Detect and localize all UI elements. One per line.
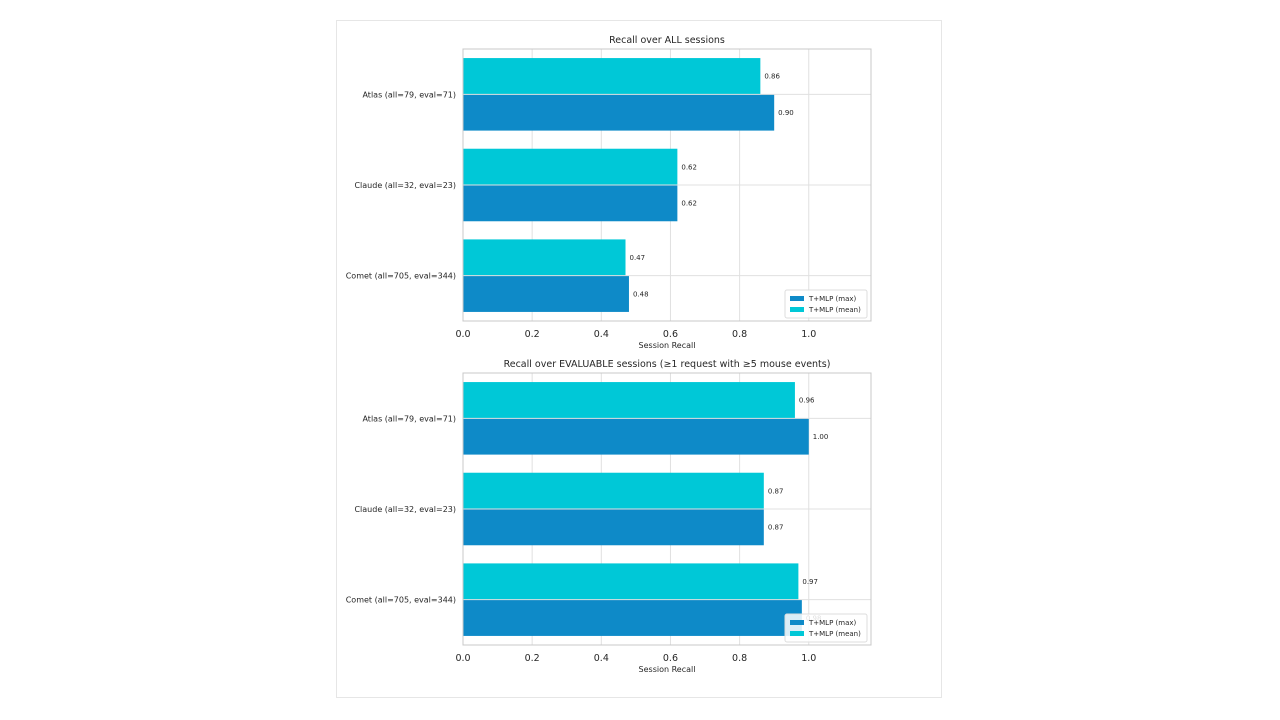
- legend: T+MLP (max) T+MLP (mean): [784, 613, 868, 643]
- legend-entry: T+MLP (max): [808, 295, 857, 303]
- data-label: 0.62: [681, 163, 697, 171]
- x-axis-label: Session Recall: [639, 665, 696, 674]
- charts-canvas: 0.86 0.90 Atlas (all=79, eval=71) 0.62 0.62 C…: [346, 35, 872, 674]
- data-label: 0.97: [802, 578, 818, 586]
- x-tick-label: 0.2: [525, 329, 540, 340]
- x-tick-label: 0.2: [525, 653, 540, 664]
- x-tick-label: 0.8: [732, 329, 747, 340]
- category-label: Atlas (all=79, eval=71): [362, 414, 456, 423]
- chart-title: Recall over EVALUABLE sessions (≥1 reque…: [504, 359, 831, 370]
- max-bar: [463, 94, 775, 131]
- legend-entry: T+MLP (max): [808, 619, 857, 627]
- mean-bar: [463, 472, 764, 509]
- legend-swatch: [790, 631, 804, 636]
- plot-frame: [462, 48, 872, 322]
- x-tick-label: 0.0: [455, 653, 470, 664]
- mean-bar: [463, 382, 795, 419]
- data-label: 0.47: [630, 254, 646, 262]
- plot-frame: [462, 372, 872, 646]
- data-label: 0.90: [778, 109, 794, 117]
- x-tick-label: 0.4: [594, 329, 609, 340]
- legend-entry: T+MLP (mean): [808, 306, 861, 314]
- data-label: 0.96: [799, 397, 815, 405]
- category-label: Comet (all=705, eval=344): [346, 596, 456, 605]
- mean-bar: [463, 148, 678, 185]
- legend-swatch: [790, 307, 804, 312]
- max-bar: [463, 509, 764, 546]
- mean-bar: [463, 239, 626, 276]
- data-label: 0.86: [764, 73, 780, 81]
- legend-entry: T+MLP (mean): [808, 630, 861, 638]
- x-tick-label: 0.0: [455, 329, 470, 340]
- x-tick-label: 1.0: [801, 329, 816, 340]
- category-label: Claude (all=32, eval=23): [354, 505, 456, 514]
- x-tick-label: 0.8: [732, 653, 747, 664]
- category-label: Comet (all=705, eval=344): [346, 272, 456, 281]
- x-tick-label: 0.4: [594, 653, 609, 664]
- data-label: 0.87: [768, 524, 784, 532]
- legend-swatch: [790, 296, 804, 301]
- x-tick-label: 1.0: [801, 653, 816, 664]
- x-tick-label: 0.6: [663, 653, 678, 664]
- legend: T+MLP (max) T+MLP (mean): [784, 289, 868, 319]
- data-label: 0.62: [681, 200, 697, 208]
- max-bar: [463, 275, 629, 312]
- max-bar: [463, 599, 802, 636]
- x-tick-label: 0.6: [663, 329, 678, 340]
- legend-swatch: [790, 620, 804, 625]
- data-label: 0.48: [633, 290, 649, 298]
- category-label: Claude (all=32, eval=23): [354, 181, 456, 190]
- figure-frame: 0.86 0.90 Atlas (all=79, eval=71) 0.62 0.62 C…: [336, 20, 942, 698]
- data-label: 1.00: [813, 433, 829, 441]
- max-bar: [463, 418, 809, 455]
- legend-box: [784, 613, 868, 643]
- chart-title: Recall over ALL sessions: [609, 35, 725, 46]
- data-label: 0.87: [768, 487, 784, 495]
- chart-1: 0.86 0.90 Atlas (all=79, eval=71) 0.62 0.62 C…: [346, 35, 872, 350]
- legend-box: [784, 289, 868, 319]
- chart-2: 0.96 1.00 Atlas (all=79, eval=71) 0.87 0.87 C…: [346, 359, 872, 674]
- x-axis-label: Session Recall: [639, 341, 696, 350]
- max-bar: [463, 185, 678, 222]
- category-label: Atlas (all=79, eval=71): [362, 90, 456, 99]
- mean-bar: [463, 563, 799, 600]
- mean-bar: [463, 58, 761, 95]
